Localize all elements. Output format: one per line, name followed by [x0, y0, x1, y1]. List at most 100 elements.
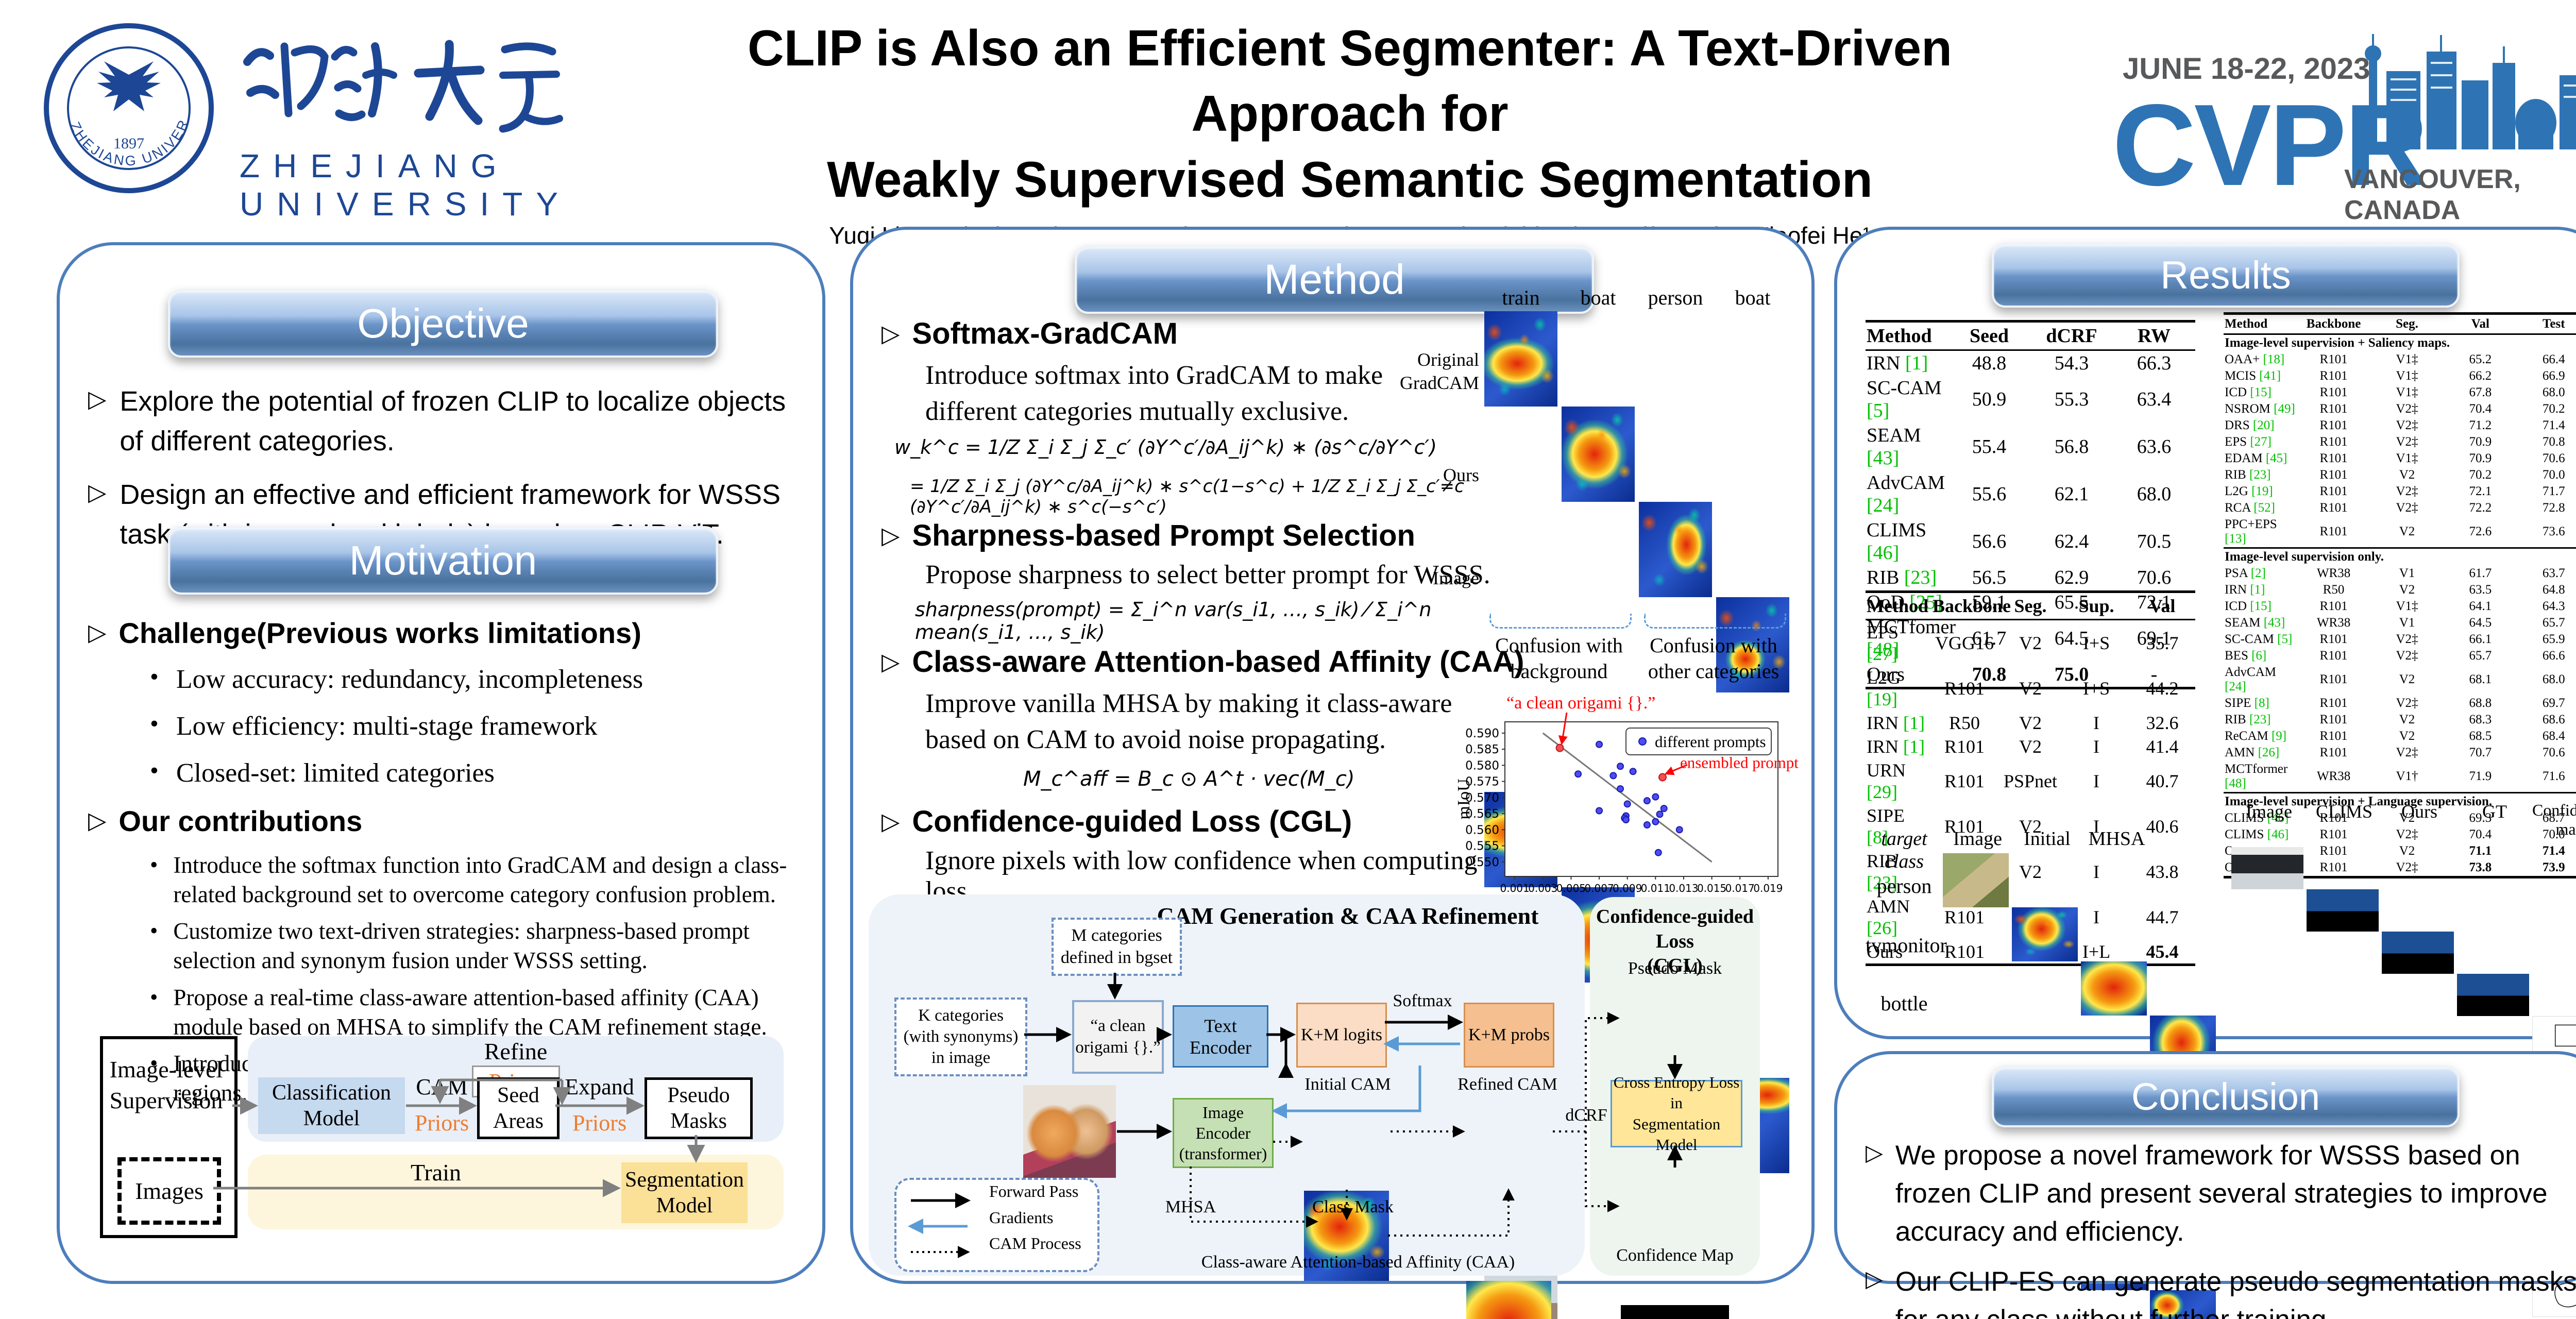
expand-label: Expand: [565, 1074, 634, 1100]
caa-heading: ▷ Class-aware Attention-based Affinity (…: [882, 645, 1524, 679]
km-logits-label: K+M logits: [1300, 1025, 1383, 1044]
table-row: L2G [19] R101 V2‡ 72.1 71.7: [2225, 484, 2565, 498]
table-row: CLIMS [46] 56.6 62.4 70.5: [1867, 519, 2172, 564]
text-encoder-box: Text Encoder: [1173, 1005, 1268, 1068]
table-row: ICD [15] R101 V1‡ 67.8 68.0: [2225, 385, 2565, 399]
classification-model-label: Classification Model: [272, 1080, 391, 1130]
legend-forward-label: Forward Pass: [989, 1182, 1079, 1200]
grid2-monitor-photo: [2231, 847, 2303, 889]
results-header: Results: [1992, 243, 2460, 308]
refine-label: Refine: [484, 1038, 548, 1064]
images-box: Images: [117, 1157, 221, 1225]
table-row: NSROM [49] R101 V2‡ 70.4 70.2: [2225, 402, 2565, 416]
table-row: EDAM [45] R101 V1‡ 70.9 70.6: [2225, 451, 2565, 465]
conclusion-heading-label: Conclusion: [2131, 1075, 2320, 1118]
cgl-heading: ▷ Confidence-guided Loss (CGL): [882, 804, 1352, 839]
grid1-person-photo: [1943, 853, 2009, 907]
k-categories-box: K categories (with synonyms) in image: [894, 997, 1027, 1076]
table-row: AdvCAM [24] 55.6 62.1 68.0: [1867, 472, 2172, 516]
softmax-formula-1: w_k^c = 1/Z Σ_i Σ_j Σ_c′ (∂Y^c′/∂A_ij^k)…: [894, 436, 1437, 459]
prompt-box: “a clean origami {}.”: [1072, 1000, 1164, 1074]
table-row: SIPE [8] R101 V2‡ 68.8 69.7: [2225, 696, 2565, 710]
table-section-row: Image-level supervision only.: [2224, 547, 2576, 565]
svg-text:1897: 1897: [113, 135, 144, 152]
bullet-arrow-icon: ▷: [88, 807, 107, 834]
grid2-col-ours: Ours: [2401, 801, 2437, 822]
table-row: AdvCAM [24] R101 V2 68.1 68.0: [2225, 665, 2565, 694]
text-encoder-label: Text Encoder: [1190, 1015, 1251, 1058]
svg-text:0.565: 0.565: [1465, 807, 1499, 821]
table-row: CLIMS [46] R101 V2 69.3 68.7: [2225, 811, 2565, 825]
bullet-icon: ▷: [88, 479, 107, 506]
images-label: Images: [135, 1178, 204, 1204]
km-probs-label: K+M probs: [1468, 1025, 1550, 1044]
table-row: MCTformer [48] WR38 V1† 71.9 71.6: [2225, 762, 2565, 790]
train-label: Train: [411, 1159, 461, 1186]
list-item: ▷ We propose a novel framework for WSSS b…: [1866, 1137, 2576, 1252]
table-section-row: Image-level supervision + Language super…: [2224, 792, 2576, 810]
cgl-title: Confidence-guided Loss (CGL): [1596, 906, 1754, 976]
table-row: RIB [23] R101 V2 70.2 70.0: [2225, 468, 2565, 482]
caa-heading-label: Class-aware Attention-based Affinity (CA…: [912, 645, 1524, 679]
table-row: URN [29] R101 PSPnet I 40.7: [1867, 760, 2179, 802]
sharpness-heading: ▷ Sharpness-based Prompt Selection: [882, 518, 1415, 553]
list-item-text: Low accuracy: redundancy, incompleteness: [176, 665, 643, 694]
table-row: MCIS [41] R101 V1‡ 66.2 66.9: [2225, 369, 2565, 383]
list-item: • Introduce the softmax function into Gra…: [150, 851, 804, 909]
mhsa-label: MHSA: [1165, 1197, 1216, 1216]
cgl-heading-label: Confidence-guided Loss (CGL): [912, 805, 1352, 838]
grid2-monitor-gt: [2457, 974, 2529, 1016]
objective-heading-label: Objective: [357, 300, 529, 346]
grid1-row-person: person: [1876, 874, 1932, 898]
bullet-icon: •: [150, 918, 158, 944]
svg-text:0.007: 0.007: [1584, 882, 1614, 894]
confidence-map-label: Confidence Map: [1616, 1246, 1734, 1265]
m-categories-label: M categories defined in bgset: [1060, 926, 1173, 967]
motivation-heading-label: Motivation: [349, 537, 537, 583]
table-row: MCTfomer [48] 61.7 64.5 69.1: [1867, 616, 2172, 661]
table-row: IRN [1] R50 V2 I 32.6: [1867, 713, 2179, 733]
list-item: • Propose a real-time class-aware attenti…: [150, 983, 804, 1042]
supervision-box: [100, 1036, 238, 1238]
diagram-legend: Forward Pass Gradients CAM Process: [894, 1178, 1099, 1272]
table-row: EPS [27] R101 V2‡ 70.9 70.8: [2225, 435, 2565, 449]
grid2-col-confidence: Confidence map: [2532, 801, 2576, 838]
zju-logo: ZHEJIANG UNIVERSITY 1897 ZHEJIANG UNIVER…: [41, 21, 598, 223]
cam-gradcam-boat2-image: [1716, 597, 1789, 692]
poster-title-line1: CLIP is Also an Efficient Segmenter: A T…: [748, 20, 1952, 142]
legend-gradients-label: Gradients: [989, 1208, 1054, 1227]
priors-expand-label: Priors: [572, 1110, 627, 1136]
table-row: RCA [52] R101 V2‡ 72.2 72.8: [2225, 501, 2565, 515]
results-heading-label: Results: [2160, 253, 2291, 297]
table-row: DRS [20] R101 V2‡ 71.2 71.4: [2225, 418, 2565, 432]
grid2-col-image: Image: [2246, 801, 2292, 822]
svg-text:mIoU: mIoU: [1456, 779, 1473, 819]
svg-text:0.009: 0.009: [1613, 882, 1642, 894]
conclusion-panel: Conclusion ▷ We propose a novel framework…: [1834, 1051, 2576, 1319]
bullet-arrow-icon: ▷: [882, 808, 900, 835]
legend-cam-process-label: CAM Process: [989, 1234, 1081, 1253]
sharpness-miou-scatter-plot: 0.550 0.555 0.560 0.565 0.570 0.575 0.580 0.585…: [1456, 694, 1799, 916]
refined-cam-image: [1466, 1281, 1551, 1319]
svg-text:0.003: 0.003: [1528, 882, 1557, 894]
table-section-row: Image-level supervision + Saliency maps.: [2225, 336, 2450, 350]
table-row: IRN [1] R101 V2 I 41.4: [1867, 736, 2179, 757]
table-row: PSA [2] WR38 V1 61.7 63.7: [2225, 566, 2565, 580]
results-table-voc: Method Backbone Seg. Val Test Image-level sup…: [2224, 312, 2576, 878]
grid1-person-mhsa: [2081, 961, 2147, 1016]
grid1-col-image: Image: [1953, 828, 2002, 850]
list-item-text: Closed-set: limited categories: [176, 758, 495, 788]
bullet-arrow-icon: ▷: [882, 320, 900, 347]
softmax-gradcam-heading-label: Softmax-GradCAM: [912, 317, 1178, 350]
bullet-icon: ▷: [88, 385, 107, 412]
table-row: Ours 70.8 75.0-: [1866, 662, 2195, 689]
grid2-monitor-ours: [2382, 932, 2454, 974]
class-mask-label: Class Mask: [1312, 1197, 1394, 1216]
cam-caa-diagram-title: CAM Generation & CAA Refinement: [1157, 903, 1539, 929]
grid1-header: target class Image Initial MHSA: [1866, 827, 2221, 873]
cgl-body: Ignore pixels with low confidence when c…: [925, 846, 1478, 906]
sharpness-formula: sharpness(prompt) = Σ_i^n var(s_i1, …, s…: [915, 598, 1432, 644]
bullet-icon: •: [150, 710, 159, 737]
classification-model-box: Classification Model: [258, 1077, 405, 1134]
vancouver-skyline-icon: [2365, 34, 2576, 149]
